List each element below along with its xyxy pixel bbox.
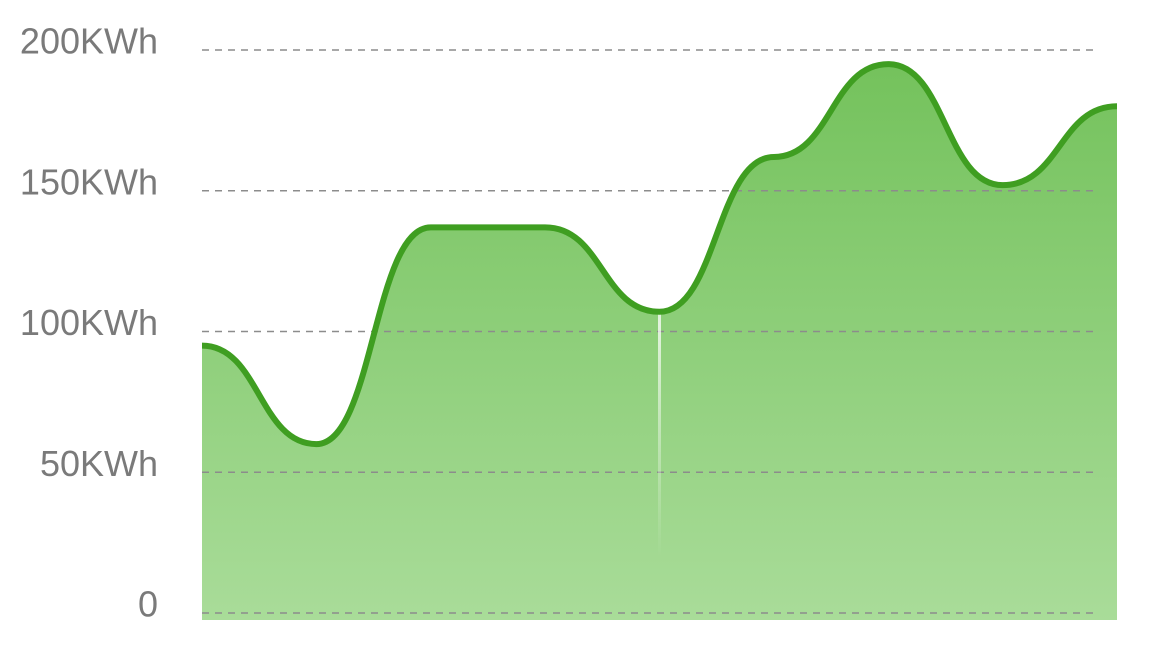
y-axis: 0 50KWh 100KWh 150KWh 200KWh (20, 21, 158, 625)
y-tick-label: 100KWh (20, 302, 158, 343)
y-tick-label: 50KWh (40, 443, 158, 484)
grid-layer (202, 49, 1093, 614)
y-tick-label: 0 (138, 584, 158, 625)
y-tick-label: 200KWh (20, 21, 158, 62)
line-layer (201, 61, 1118, 448)
series-line (201, 61, 1118, 448)
hover-marker (658, 134, 661, 557)
marker-layer (658, 134, 661, 557)
y-tick-label: 150KWh (20, 161, 158, 202)
